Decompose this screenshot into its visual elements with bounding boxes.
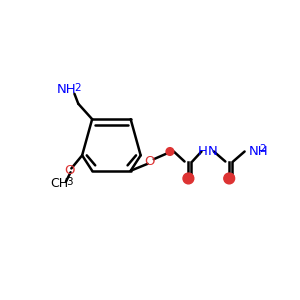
Text: CH: CH: [51, 177, 69, 190]
Text: N: N: [208, 145, 218, 158]
Text: O: O: [64, 164, 74, 177]
Text: O: O: [145, 155, 155, 168]
Circle shape: [166, 148, 174, 155]
Circle shape: [224, 173, 235, 184]
Text: H: H: [198, 145, 208, 158]
Text: NH: NH: [248, 145, 268, 158]
Text: O: O: [183, 172, 194, 185]
Text: 2: 2: [74, 82, 81, 93]
Text: NH: NH: [57, 83, 76, 96]
Text: 3: 3: [66, 176, 72, 187]
Text: O: O: [224, 172, 235, 185]
Text: 2: 2: [259, 144, 266, 154]
Circle shape: [183, 173, 194, 184]
